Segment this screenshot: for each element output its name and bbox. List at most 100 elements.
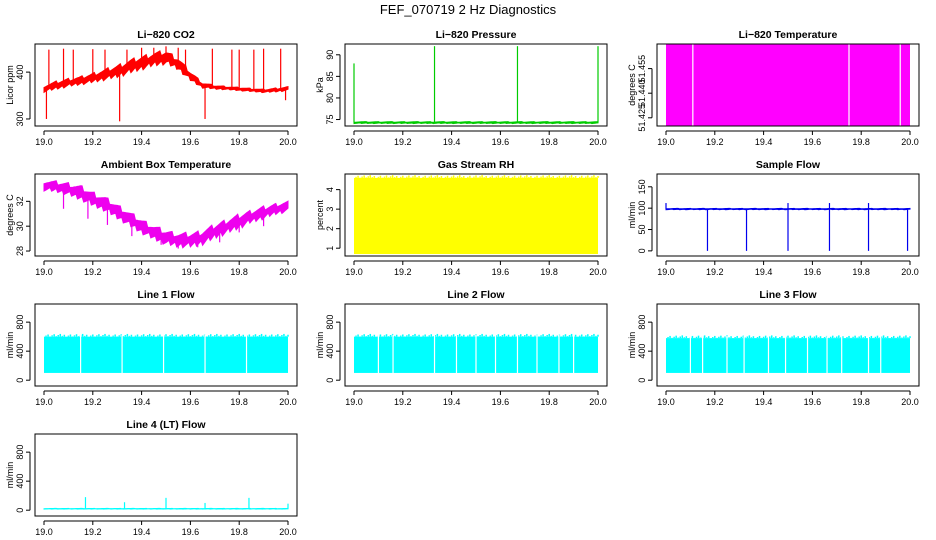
x-tick-label: 19.8 bbox=[540, 397, 558, 407]
y-tick-label: 0 bbox=[637, 248, 647, 253]
x-tick-label: 19.2 bbox=[84, 527, 102, 537]
panel-gas-stream-rh: Gas Stream RH 19.0 19.2 19.4 19.6 19.8 20.0 1 2 3… bbox=[315, 159, 608, 277]
y-axis-label: degrees C bbox=[627, 64, 637, 106]
x-tick-label: 19.2 bbox=[706, 267, 724, 277]
data-layer bbox=[354, 175, 599, 255]
x-tick-label: 19.6 bbox=[804, 267, 822, 277]
plot-frame bbox=[34, 433, 298, 517]
x-tick-label: 20.0 bbox=[279, 267, 297, 277]
y-tick-label: 85 bbox=[325, 71, 335, 81]
y-tick-label: 51.455 bbox=[637, 55, 647, 83]
y-tick-label: 51.425 bbox=[637, 104, 647, 132]
x-tick-label: 19.8 bbox=[540, 267, 558, 277]
y-tick-label: 90 bbox=[325, 50, 335, 60]
x-tick-label: 19.0 bbox=[657, 267, 675, 277]
y-tick-label: 30 bbox=[15, 221, 25, 231]
panel-title: Li−820 Pressure bbox=[436, 29, 517, 41]
panel-title: Li−820 Temperature bbox=[739, 29, 838, 41]
data-trace bbox=[43, 50, 289, 94]
y-tick-label: 400 bbox=[15, 344, 25, 359]
plot-frame bbox=[34, 43, 298, 127]
y-tick-label: 4 bbox=[325, 187, 335, 192]
data-trace bbox=[43, 507, 289, 510]
x-tick-label: 20.0 bbox=[589, 267, 607, 277]
x-tick-label: 19.0 bbox=[657, 137, 675, 147]
y-tick-label: 2 bbox=[325, 226, 335, 231]
y-tick-label: 400 bbox=[637, 344, 647, 359]
x-tick-label: 19.4 bbox=[133, 267, 151, 277]
x-tick-label: 19.8 bbox=[230, 137, 248, 147]
y-tick-label: 0 bbox=[15, 508, 25, 513]
x-tick-label: 19.0 bbox=[345, 137, 363, 147]
x-tick-label: 20.0 bbox=[901, 137, 919, 147]
y-axis-label: degrees C bbox=[5, 194, 15, 236]
x-tick-label: 19.2 bbox=[84, 397, 102, 407]
x-tick-label: 19.0 bbox=[35, 527, 53, 537]
panel-li-820-co2: Li−820 CO2 19.0 19.2 19.4 19.6 19.8 20.0 300 400… bbox=[5, 29, 298, 147]
y-tick-label: 1 bbox=[325, 246, 335, 251]
x-tick-label: 19.0 bbox=[345, 267, 363, 277]
x-tick-label: 19.8 bbox=[852, 137, 870, 147]
y-tick-label: 3 bbox=[325, 207, 335, 212]
panel-title: Gas Stream RH bbox=[438, 159, 514, 171]
y-tick-label: 400 bbox=[325, 344, 335, 359]
data-layer bbox=[43, 497, 289, 510]
panel-li-820-temperature: Li−820 Temperature 19.0 19.2 19.4 19.6 19.8 20… bbox=[627, 29, 920, 147]
x-tick-label: 19.6 bbox=[182, 137, 200, 147]
x-tick-label: 19.4 bbox=[755, 397, 773, 407]
y-tick-label: 80 bbox=[325, 93, 335, 103]
x-tick-label: 19.0 bbox=[35, 397, 53, 407]
panel-line-4-lt-flow: Line 4 (LT) Flow 19.0 19.2 19.4 19.6 19.8 20.0… bbox=[5, 419, 298, 537]
y-axis-label: ml/min bbox=[627, 332, 637, 359]
data-layer bbox=[43, 180, 289, 249]
x-tick-label: 19.2 bbox=[706, 137, 724, 147]
x-tick-label: 20.0 bbox=[589, 137, 607, 147]
y-tick-label: 800 bbox=[15, 445, 25, 460]
x-tick-label: 19.8 bbox=[852, 267, 870, 277]
x-tick-label: 19.0 bbox=[35, 137, 53, 147]
y-tick-label: 400 bbox=[15, 65, 25, 80]
x-tick-label: 19.6 bbox=[182, 267, 200, 277]
y-axis-label: ml/min bbox=[5, 332, 15, 359]
y-tick-label: 800 bbox=[637, 315, 647, 330]
plot-frame bbox=[656, 173, 920, 257]
y-axis-label: ml/min bbox=[627, 202, 637, 229]
plot-frame bbox=[34, 303, 298, 387]
y-axis-label: ml/min bbox=[315, 332, 325, 359]
x-tick-label: 19.2 bbox=[394, 267, 412, 277]
x-tick-label: 19.4 bbox=[755, 267, 773, 277]
x-tick-label: 20.0 bbox=[279, 397, 297, 407]
y-tick-label: 300 bbox=[15, 111, 25, 126]
x-tick-label: 19.0 bbox=[657, 397, 675, 407]
x-tick-label: 19.0 bbox=[35, 267, 53, 277]
x-tick-label: 19.8 bbox=[852, 397, 870, 407]
plot-frame bbox=[34, 173, 298, 257]
x-tick-label: 20.0 bbox=[279, 527, 297, 537]
panel-title: Li−820 CO2 bbox=[137, 29, 195, 41]
data-band bbox=[666, 338, 910, 373]
x-tick-label: 20.0 bbox=[589, 397, 607, 407]
x-tick-label: 19.8 bbox=[540, 137, 558, 147]
panel-line-1-flow: Line 1 Flow 19.0 19.2 19.4 19.6 19.8 20.0 0 400 8… bbox=[5, 289, 298, 407]
x-tick-label: 19.8 bbox=[230, 397, 248, 407]
data-layer bbox=[44, 333, 289, 374]
y-tick-label: 50 bbox=[637, 225, 647, 235]
y-axis-label: kPa bbox=[315, 77, 325, 93]
data-band bbox=[666, 44, 910, 126]
y-axis-label: ml/min bbox=[5, 462, 15, 489]
panel-title: Line 2 Flow bbox=[447, 289, 505, 301]
data-trace bbox=[43, 180, 289, 249]
x-tick-label: 19.4 bbox=[443, 267, 461, 277]
x-tick-label: 19.2 bbox=[706, 397, 724, 407]
x-tick-label: 19.2 bbox=[394, 397, 412, 407]
x-tick-label: 19.6 bbox=[492, 397, 510, 407]
data-trace bbox=[353, 121, 599, 125]
y-tick-label: 0 bbox=[325, 378, 335, 383]
x-tick-label: 19.4 bbox=[133, 137, 151, 147]
x-tick-label: 19.6 bbox=[492, 137, 510, 147]
data-layer bbox=[666, 44, 910, 126]
x-tick-label: 20.0 bbox=[901, 267, 919, 277]
y-tick-label: 400 bbox=[15, 474, 25, 489]
panel-title: Line 3 Flow bbox=[759, 289, 817, 301]
